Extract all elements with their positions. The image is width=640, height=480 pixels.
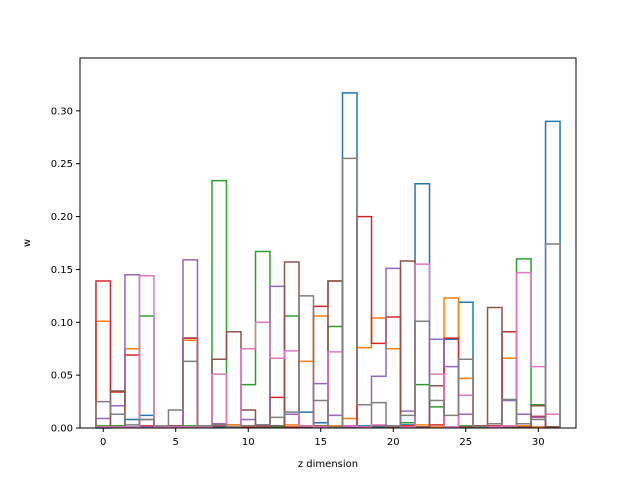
ticks-layer: 0 5 10 15 20 25 30 0.00 0.05 0.10 0.15 0.20 0.25 0.30 — [51, 106, 545, 448]
x-axis-label: z dimension — [298, 459, 358, 470]
x-tick-label: 10 — [242, 437, 255, 448]
y-tick-label: 0.20 — [51, 212, 73, 223]
y-tick-label: 0.15 — [51, 265, 73, 276]
y-tick-label: 0.05 — [51, 371, 73, 382]
x-tick-label: 5 — [173, 437, 179, 448]
y-tick-label: 0.30 — [51, 106, 73, 117]
series-layer — [95, 92, 561, 429]
x-tick-label: 15 — [314, 437, 327, 448]
y-tick-label: 0.10 — [51, 318, 73, 329]
series-7-line — [95, 157, 561, 428]
y-tick-label: 0.00 — [51, 424, 73, 435]
y-axis-label: w — [22, 239, 33, 247]
x-tick-label: 30 — [532, 437, 545, 448]
plot-frame — [79, 57, 577, 429]
y-tick-label: 0.25 — [51, 159, 73, 170]
x-tick-label: 25 — [459, 437, 472, 448]
x-tick-label: 0 — [100, 437, 106, 448]
x-tick-label: 20 — [387, 437, 400, 448]
